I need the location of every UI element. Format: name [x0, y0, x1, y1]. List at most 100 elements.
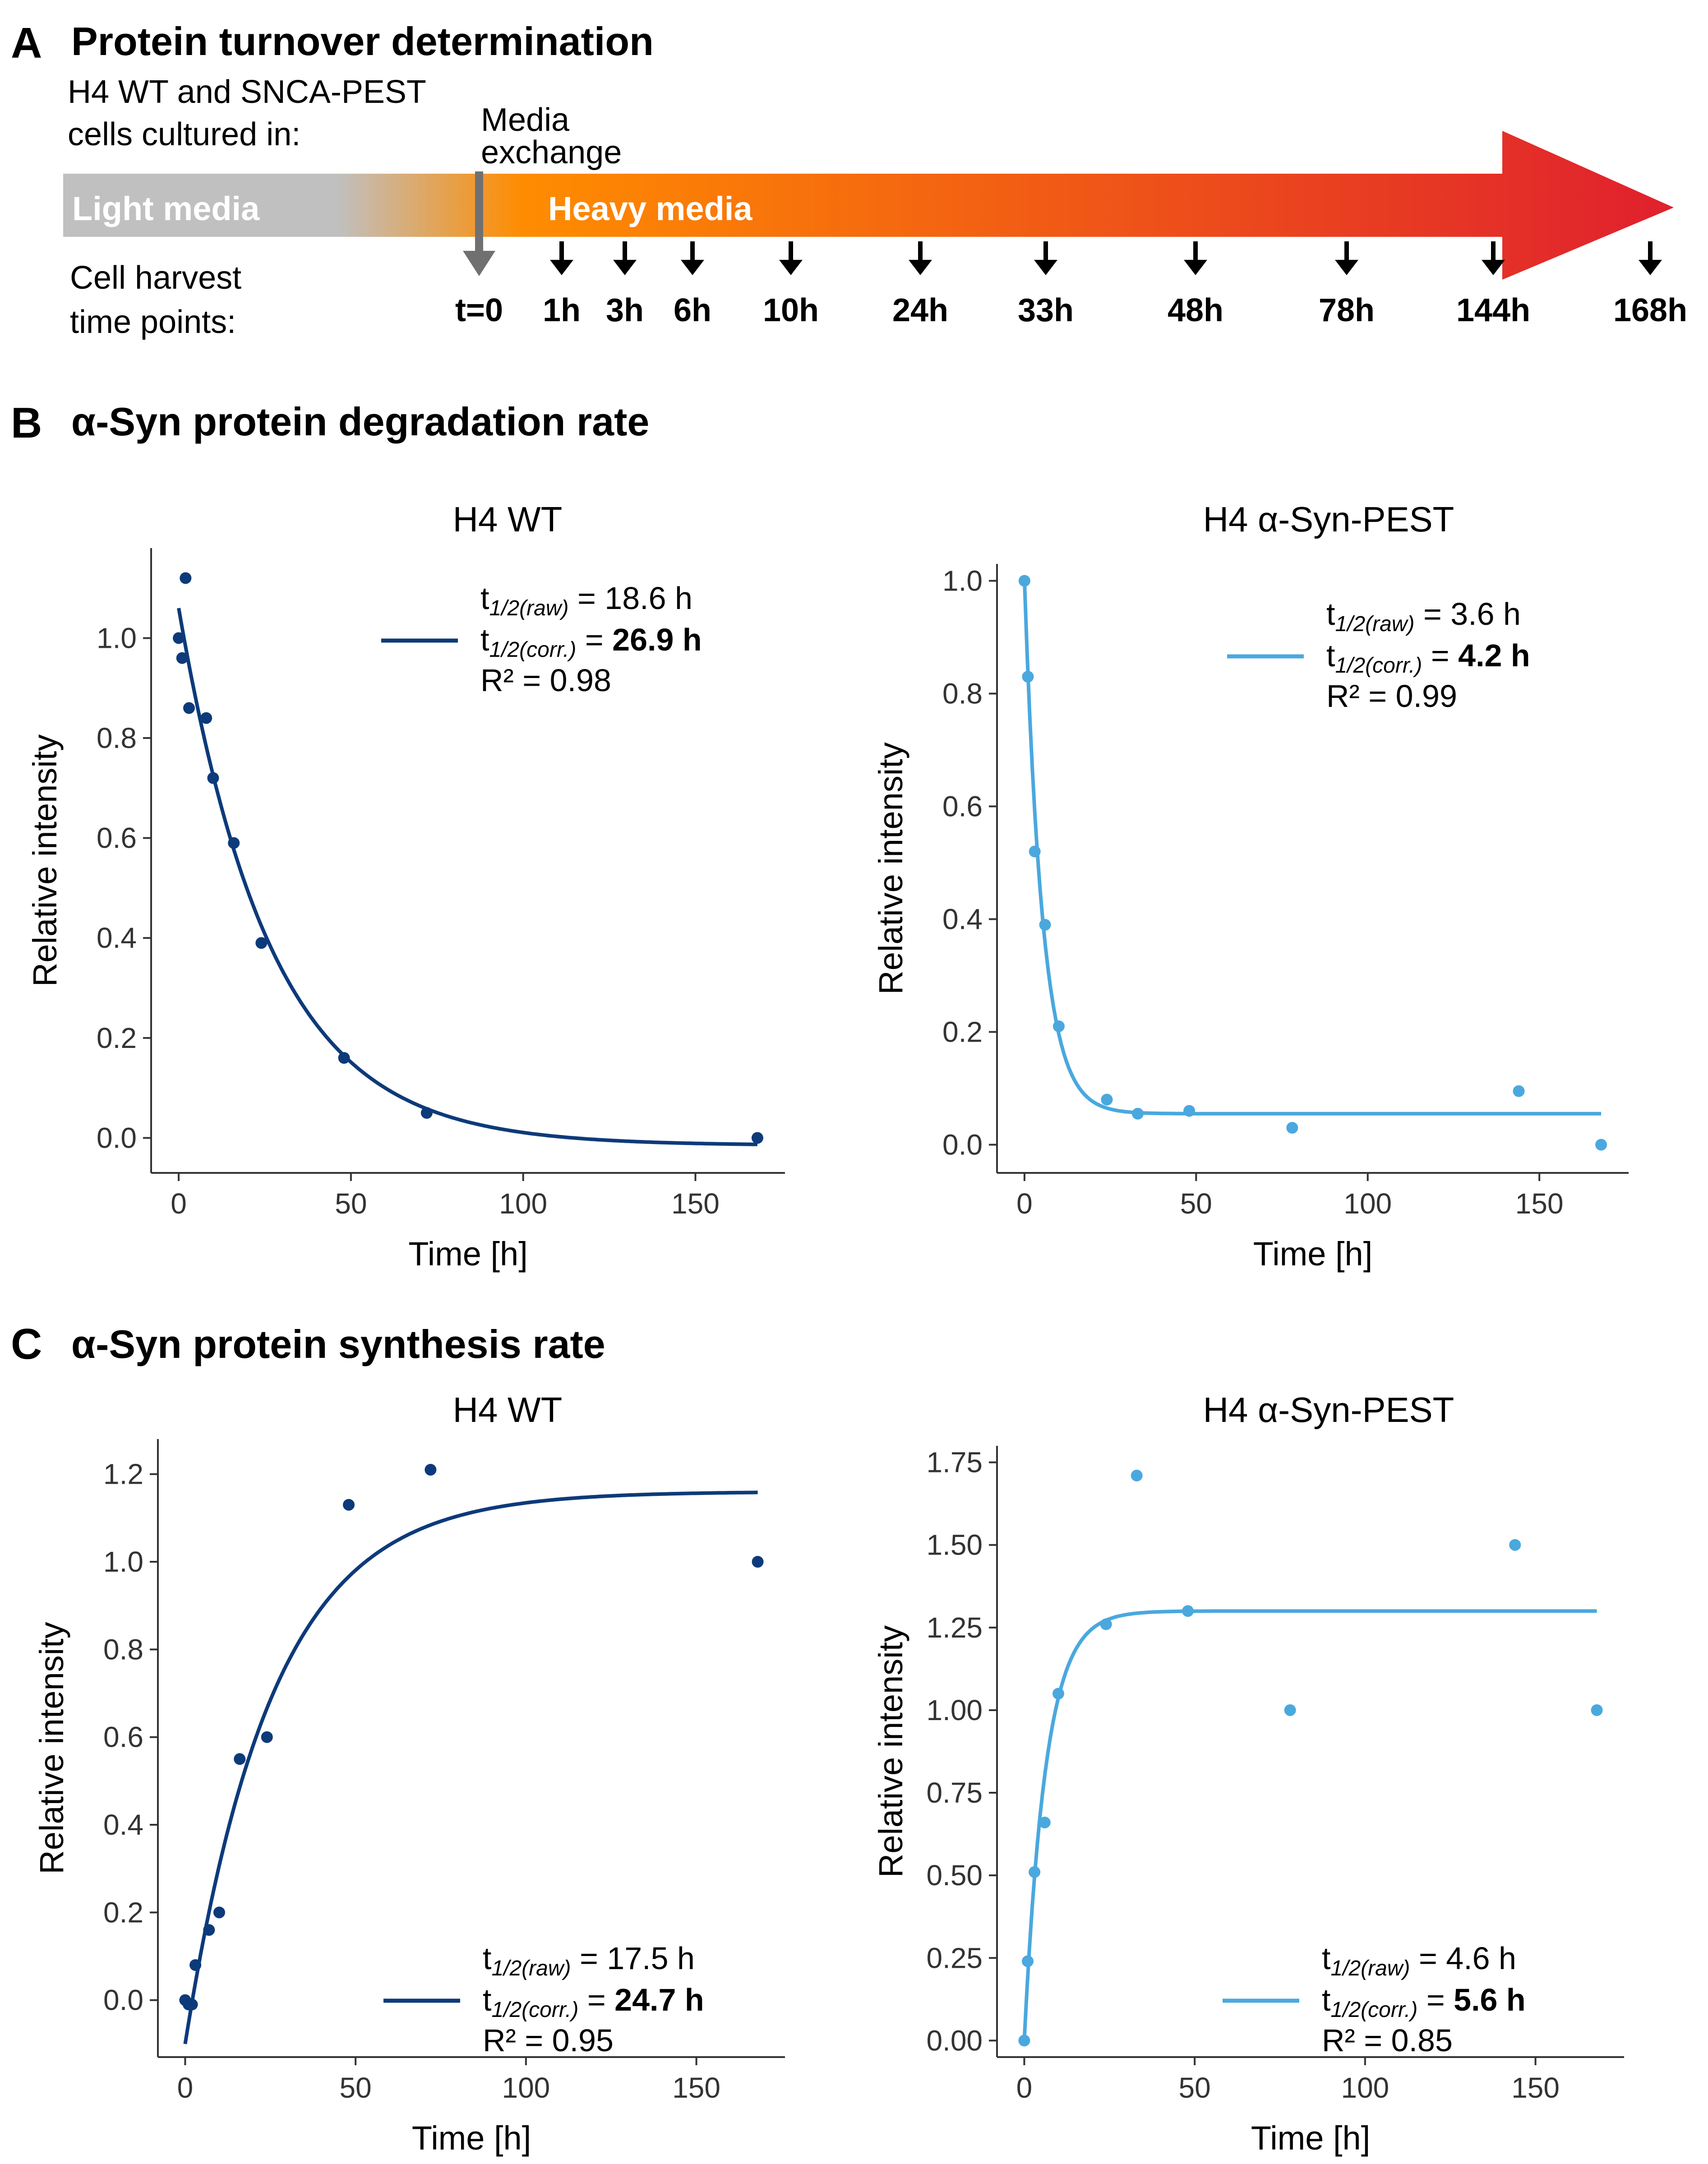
y-tick-label: 0.2	[103, 1896, 143, 1929]
legend-value: 4.2 h	[1458, 638, 1530, 673]
fit-curve	[1022, 581, 1602, 1116]
data-point	[176, 652, 188, 664]
data-point	[173, 632, 185, 644]
y-tick-label: 0.8	[103, 1633, 143, 1666]
panel-a-letter: A	[11, 19, 42, 67]
data-point	[1039, 919, 1051, 931]
data-point	[1022, 671, 1034, 683]
y-tick-label: 0.4	[97, 922, 137, 954]
legend-t: t	[1326, 596, 1335, 632]
legend-eq: =	[1410, 1941, 1446, 1976]
data-point	[180, 572, 192, 584]
data-point	[1182, 1605, 1194, 1617]
data-point	[1029, 1866, 1041, 1878]
chart-c-pest: H4 α-Syn-PEST 0 50 100 150 0.00 0.25 0.50 0.75 1.…	[872, 1390, 1624, 2157]
legend-t: t	[1322, 1982, 1330, 2017]
harvest-arrow-head	[550, 260, 573, 275]
y-tick-label: 0.2	[942, 1016, 983, 1048]
data-point	[343, 1499, 355, 1511]
harvest-line1: Cell harvest	[70, 260, 241, 296]
light-media-label: Light media	[72, 190, 260, 227]
legend-eq: =	[1422, 638, 1458, 673]
legend: t1/2(raw) = 4.6 ht1/2(corr.) = 5.6 hR² =…	[1223, 1941, 1526, 2058]
legend-eq: =	[569, 581, 605, 616]
harvest-arrow-head	[779, 260, 803, 275]
y-axis-label: Relative intensity	[26, 734, 64, 987]
chart-title: H4 WT	[453, 1390, 563, 1430]
time-point-label: 3h	[606, 292, 644, 328]
legend-value: 18.6 h	[605, 581, 692, 616]
media-exchange-marker	[463, 171, 495, 276]
legend-eq: =	[571, 1941, 607, 1976]
harvest-arrow-head	[1639, 260, 1662, 275]
y-tick-label: 0.6	[942, 790, 983, 823]
harvest-arrow-shaft	[1043, 241, 1048, 264]
legend-subscript: 1/2(corr.)	[1330, 1998, 1417, 2022]
data-point	[255, 937, 268, 949]
chart-title: H4 WT	[453, 499, 563, 539]
harvest-arrow-head	[613, 260, 637, 275]
y-tick-label: 0.6	[103, 1721, 143, 1753]
exchange-line	[475, 171, 483, 239]
y-tick-label: 0.0	[942, 1129, 983, 1161]
legend-entry: t1/2(corr.) = 26.9 h	[480, 622, 702, 662]
panel-c: C α-Syn protein synthesis rate H4 WT 0 50 1…	[11, 1320, 1624, 2157]
legend-entry: t1/2(corr.) = 4.2 h	[1326, 638, 1530, 678]
legend-r2: R² = 0.98	[480, 663, 611, 698]
x-tick-label: 50	[1179, 2072, 1211, 2104]
y-tick-label: 0.0	[103, 1984, 143, 2016]
panel-c-letter: C	[11, 1320, 42, 1368]
legend-subscript: 1/2(raw)	[1330, 1956, 1410, 1980]
legend-entry: t1/2(corr.) = 24.7 h	[483, 1982, 704, 2022]
y-tick-label: 0.4	[942, 903, 983, 936]
legend-subscript: 1/2(corr.)	[491, 1998, 578, 2022]
harvest-arrow-shaft	[690, 241, 695, 264]
harvest-arrow-shaft	[559, 241, 564, 264]
panel-a: A Protein turnover determination H4 WT a…	[11, 19, 1687, 340]
data-point	[1131, 1469, 1143, 1481]
data-point	[1018, 575, 1030, 587]
data-point	[1286, 1122, 1298, 1134]
y-tick-label: 0.25	[926, 1942, 983, 1974]
y-tick-label: 1.75	[926, 1446, 983, 1479]
legend-subscript: 1/2(raw)	[1335, 612, 1414, 636]
harvest-labels: t=0 1h 3h 6h 10h 24h 33h 48h 78h 144h 168h	[455, 292, 1687, 328]
legend-r2: R² = 0.99	[1326, 678, 1457, 714]
harvest-arrow-head	[1184, 260, 1207, 275]
x-tick-label: 100	[499, 1187, 547, 1220]
y-axis-label: Relative intensity	[872, 742, 909, 994]
data-point	[338, 1052, 350, 1064]
y-tick-label: 0.0	[97, 1121, 137, 1154]
legend-subscript: 1/2(corr.)	[489, 638, 576, 662]
data-point	[1101, 1094, 1113, 1106]
legend-t: t	[1322, 1941, 1330, 1976]
data-point	[183, 702, 195, 714]
data-point	[752, 1556, 764, 1568]
data-point	[1183, 1105, 1196, 1117]
harvest-arrow-shaft	[1193, 241, 1198, 264]
data-point	[1029, 845, 1041, 858]
fit-curve	[177, 608, 757, 1146]
harvest-arrow-shaft	[1344, 241, 1349, 264]
y-tick-label: 0.50	[926, 1859, 983, 1892]
legend: t1/2(raw) = 17.5 ht1/2(corr.) = 24.7 hR²…	[383, 1941, 704, 2058]
x-tick-label: 150	[671, 1187, 720, 1220]
time-point-label: 33h	[1018, 292, 1074, 328]
harvest-arrow-shaft	[789, 241, 793, 264]
data-point	[1513, 1085, 1525, 1097]
data-point	[1131, 1107, 1144, 1120]
data-point	[1509, 1539, 1521, 1551]
data-point	[203, 1924, 215, 1936]
time-point-label: 6h	[674, 292, 711, 328]
legend-value: 24.7 h	[614, 1982, 704, 2017]
harvest-arrow-head	[909, 260, 932, 275]
time-point-label: 78h	[1319, 292, 1375, 328]
x-tick-label: 50	[1180, 1187, 1212, 1220]
legend-entry: t1/2(raw) = 3.6 h	[1326, 596, 1521, 636]
legend-entry: t1/2(corr.) = 5.6 h	[1322, 1982, 1526, 2022]
y-tick-label: 0.6	[97, 822, 137, 854]
legend-r2: R² = 0.85	[1322, 2023, 1453, 2058]
fit-curve	[183, 1490, 758, 2044]
legend-subscript: 1/2(corr.)	[1335, 654, 1422, 678]
legend-subscript: 1/2(raw)	[491, 1956, 571, 1980]
